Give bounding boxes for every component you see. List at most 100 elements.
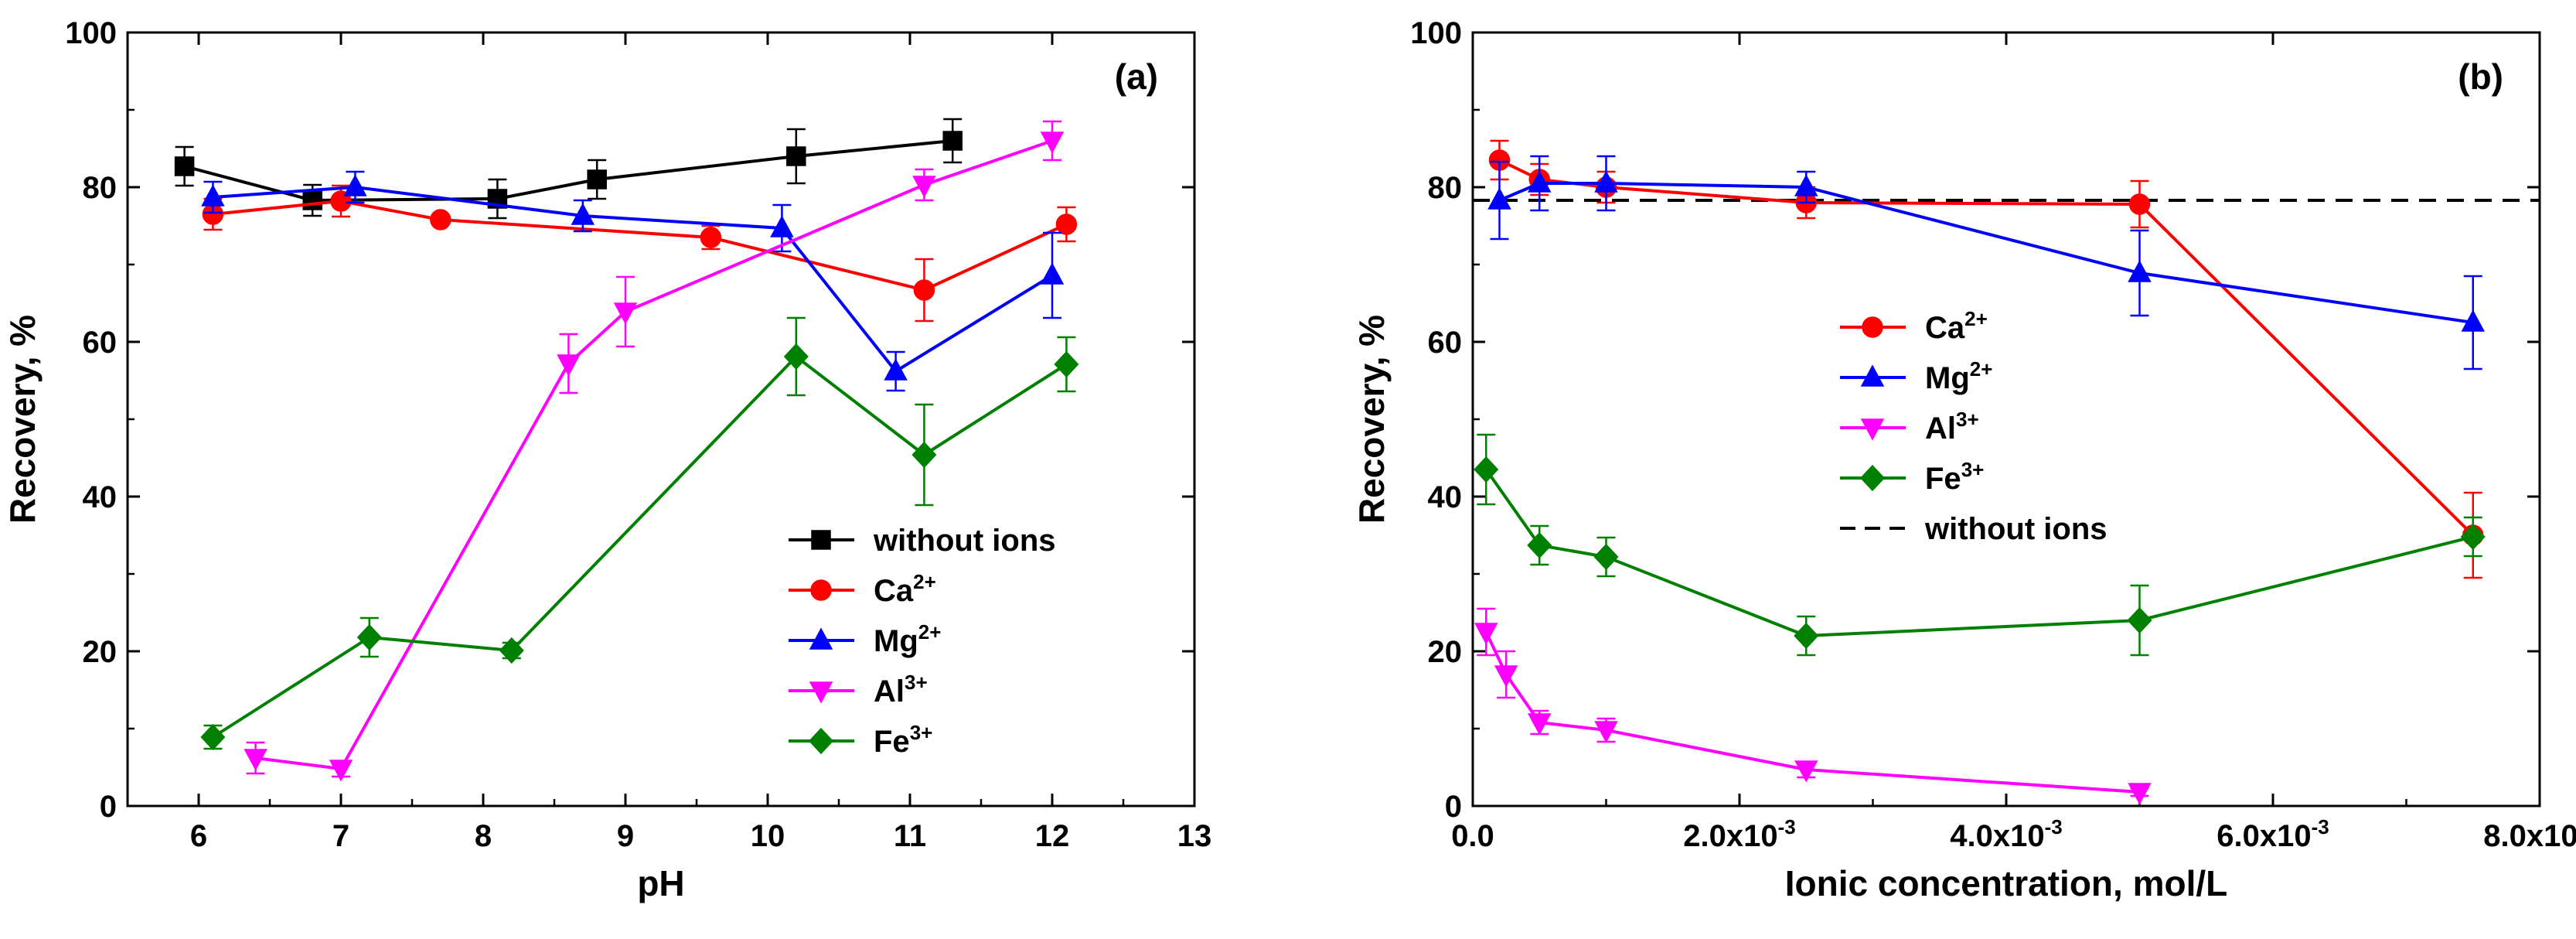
panel-a-series-line	[184, 139, 953, 203]
panel-b-data-point	[2127, 606, 2152, 634]
panel-a-data-point	[174, 156, 195, 176]
panel-b-x-tick-label: 2.0x10-3	[1683, 815, 1795, 853]
panel-b-y-tick-label: 20	[1428, 635, 1463, 669]
panel-a-legend-label: Mg2+	[874, 620, 941, 658]
panel-a-x-tick-label: 13	[1177, 819, 1212, 853]
panel-b-y-tick-label: 100	[1410, 16, 1462, 50]
panel-b-legend-marker	[1859, 464, 1886, 492]
panel-a-y-tick-label: 20	[83, 635, 118, 669]
panel-a-series-line	[212, 354, 1068, 739]
panel-a-y-axis-title: Recovery, %	[2, 315, 43, 524]
panel-a-data-point	[613, 302, 638, 325]
panel-b-legend-label: Mg2+	[1925, 357, 1992, 395]
panel-a-data-point	[912, 176, 936, 198]
panel-a-data-point	[587, 169, 607, 190]
panel-a-data-point	[200, 723, 226, 751]
panel-b-y-axis-title: Recovery, %	[1351, 315, 1392, 524]
panel-b-series-fe3-	[1474, 433, 2486, 657]
panel-a-legend-entry: Fe3+	[789, 721, 932, 759]
panel-a-y-tick-label: 100	[65, 16, 117, 50]
panel-b-data-point	[1474, 623, 1498, 645]
panel-a-data-point	[1040, 262, 1065, 285]
panel-b-data-point	[2461, 309, 2486, 332]
panel-b-legend-entry: Mg2+	[1840, 357, 1992, 395]
panel-a-x-tick-label: 8	[475, 819, 492, 853]
panel-a-data-point	[201, 184, 225, 207]
panel-b-x-tick-label: 8.0x10-3	[2483, 815, 2576, 853]
panel-a-series-mg2-	[201, 170, 1065, 392]
panel-a-legend-marker	[809, 681, 833, 704]
panel-b-data-point	[1594, 721, 1618, 743]
panel-b-data-point	[1487, 187, 1511, 210]
panel-a-y-tick-label: 0	[100, 790, 117, 824]
panel-b-data-point	[2128, 193, 2151, 215]
panel-a-data-point	[942, 131, 963, 151]
panel-b-data-point	[1593, 543, 1619, 571]
panel-a-data-point	[1055, 213, 1078, 235]
panel-b-legend-entry: Al3+	[1840, 408, 1979, 446]
panel-b-data-point	[2128, 260, 2152, 282]
panel-b-y-tick-label: 60	[1428, 326, 1463, 360]
panel-a-legend-marker	[808, 727, 834, 755]
panel-a-data-point	[911, 441, 937, 469]
panel-b-x-tick-label: 4.0x10-3	[1950, 815, 2062, 853]
panel-b-data-point	[2460, 523, 2486, 551]
panel-a-data-point	[770, 215, 794, 237]
panel-a-legend-label: Fe3+	[874, 721, 932, 759]
panel-b-data-point	[2128, 783, 2152, 805]
panel-a-x-tick-label: 11	[894, 819, 926, 853]
panel-a-legend-marker	[809, 627, 833, 650]
panel-a-series-without-ions	[174, 118, 963, 220]
panel-b-series-al3-	[1474, 607, 2152, 805]
panel-a-legend-entry: Al3+	[789, 671, 928, 709]
panel-b-x-axis-title: Ionic concentration, mol/L	[1785, 863, 2227, 903]
panel-a-legend-marker	[810, 579, 832, 601]
panel-b-series-line	[1484, 468, 2474, 638]
panel-b-y-tick-label: 40	[1428, 480, 1463, 514]
panel-a-legend-entry: Ca2+	[789, 570, 936, 608]
panel-a-series-line	[255, 139, 1053, 771]
panel-a-data-point	[499, 637, 524, 664]
panel-a-series-fe3-	[200, 316, 1079, 751]
panel-a-data-point	[1054, 350, 1079, 378]
panel-a-data-point	[244, 749, 267, 771]
panel-a-series-line	[213, 185, 1054, 374]
panel-b-data-point	[1527, 713, 1552, 736]
panel-b-label: (b)	[2458, 56, 2503, 97]
panel-b-data-point	[1527, 170, 1552, 193]
panel-b-legend-entry: without ions	[1840, 512, 2107, 546]
panel-b-legend-marker	[1862, 316, 1883, 338]
panel-a-legend-label: Ca2+	[874, 570, 936, 608]
panel-a-legend-label: without ions	[873, 524, 1056, 558]
panel-a-data-point	[343, 174, 367, 196]
panel-a-data-point	[913, 279, 935, 301]
panel-b-legend-marker	[1860, 418, 1885, 441]
panel-a-legend-marker	[811, 530, 831, 550]
panel-a-x-axis-title: pH	[637, 863, 684, 903]
panel-a-data-point	[1040, 131, 1065, 154]
panel-a-data-point	[786, 146, 806, 166]
panel-a-legend-label: Al3+	[874, 671, 928, 709]
panel-b-data-point	[1474, 456, 1499, 483]
panel-a-data-point	[557, 354, 581, 377]
panel-a-x-tick-label: 6	[190, 819, 207, 853]
panel-b-x-tick-label: 0.0	[1451, 819, 1494, 853]
panel-b-plot-frame	[1471, 31, 2541, 808]
panel-a-data-point	[783, 343, 809, 370]
panel-a-x-tick-label: 9	[617, 819, 634, 853]
panel-b-y-tick-label: 0	[1445, 790, 1462, 824]
panel-b-data-point	[1794, 622, 1819, 650]
panel-b-chart: (b) Ionic concentration, mol/L Recovery,…	[1351, 16, 2576, 903]
panel-b-x-tick-label: 6.0x10-3	[2217, 815, 2329, 853]
panel-b-legend-label: Al3+	[1925, 408, 1979, 446]
panel-b-series-mg2-	[1487, 155, 2486, 370]
panel-a-x-tick-label: 10	[751, 819, 785, 853]
panel-b-data-point	[1794, 760, 1818, 783]
panel-b-legend-label: Ca2+	[1925, 307, 1988, 345]
panel-a-data-point	[356, 623, 382, 651]
panel-a-legend-entry: Mg2+	[789, 620, 941, 658]
panel-a-data-point	[571, 203, 595, 225]
panel-a-data-point	[430, 209, 451, 230]
panel-b-series-line	[1498, 159, 2475, 537]
panel-a-data-point	[700, 227, 722, 248]
